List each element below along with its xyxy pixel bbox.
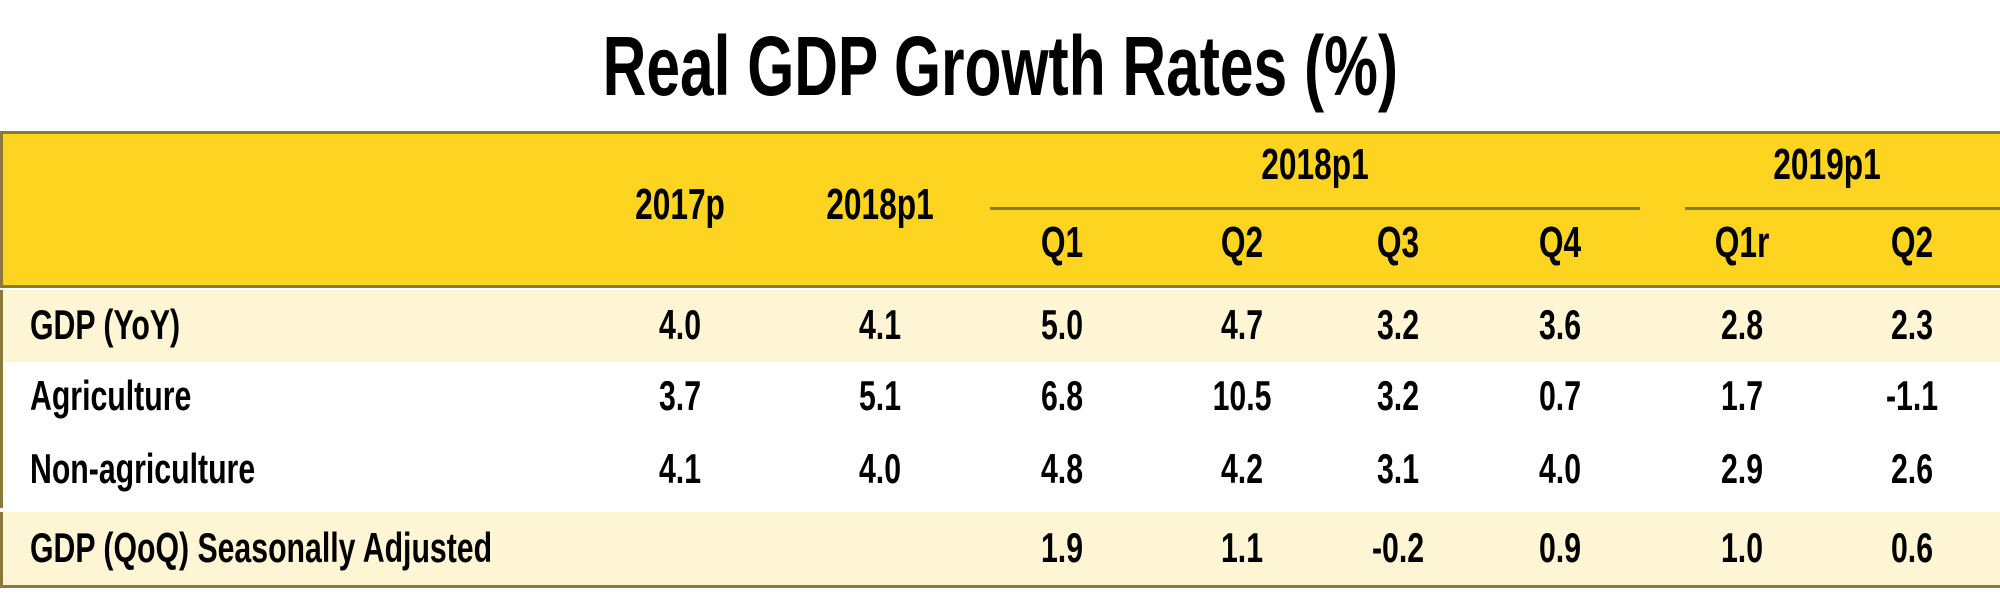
table-cell: 2.3 xyxy=(1890,301,1934,348)
row-band xyxy=(0,362,2000,432)
bottom-rule xyxy=(0,585,2000,588)
table-cell: 3.6 xyxy=(1538,301,1582,348)
table-cell: 5.0 xyxy=(1040,301,1084,348)
table-cell: 4.0 xyxy=(1538,445,1582,492)
table-cell: 5.1 xyxy=(858,372,902,419)
table-cell: 0.9 xyxy=(1538,523,1582,571)
column-header: Q1 xyxy=(1040,218,1084,267)
table-cell: 3.1 xyxy=(1376,445,1420,492)
column-header: Q1r xyxy=(1714,218,1770,267)
table-cell: 2.9 xyxy=(1720,445,1764,492)
table-cell: 2.8 xyxy=(1720,301,1764,348)
table-cell: 0.7 xyxy=(1538,372,1582,419)
row-label: Agriculture xyxy=(30,372,192,419)
table-cell: 4.2 xyxy=(1220,445,1264,492)
group-underline xyxy=(1685,207,2000,210)
table-cell: 1.9 xyxy=(1040,523,1084,571)
table-cell: -1.1 xyxy=(1885,372,1939,419)
table-cell: 4.0 xyxy=(658,301,702,348)
row-label: GDP (YoY) xyxy=(30,301,181,348)
column-header: Q3 xyxy=(1376,218,1420,267)
row-label: Non-agriculture xyxy=(30,445,256,492)
table-cell: 3.7 xyxy=(658,372,702,419)
group-underline xyxy=(990,207,1640,210)
table-cell: 4.0 xyxy=(858,445,902,492)
row-band xyxy=(0,290,2000,362)
table-cell: 3.2 xyxy=(1376,372,1420,419)
column-header: Q2 xyxy=(1890,218,1934,267)
table-cell: 1.7 xyxy=(1720,372,1764,419)
column-header: Q2 xyxy=(1220,218,1264,267)
row-band xyxy=(0,432,2000,508)
table-cell: 4.1 xyxy=(658,445,702,492)
table-cell: 4.1 xyxy=(858,301,902,348)
column-header: Q4 xyxy=(1538,218,1582,267)
table-cell: 4.7 xyxy=(1220,301,1264,348)
column-header: 2018p1 xyxy=(826,180,934,229)
table-cell: 1.1 xyxy=(1220,523,1264,571)
column-group-header: 2019p1 xyxy=(1773,140,1881,189)
table-title: Real GDP Growth Rates (%) xyxy=(0,18,2000,115)
table-cell: 1.0 xyxy=(1720,523,1764,571)
table-cell: 2.6 xyxy=(1890,445,1934,492)
table-cell: -0.2 xyxy=(1371,523,1425,571)
column-header: 2017p xyxy=(635,180,725,229)
table-cell: 10.5 xyxy=(1212,372,1272,419)
row-label: GDP (QoQ) Seasonally Adjusted xyxy=(30,523,493,571)
table-cell: 6.8 xyxy=(1040,372,1084,419)
table-cell: 3.2 xyxy=(1376,301,1420,348)
column-group-header: 2018p1 xyxy=(1261,140,1369,189)
row-band xyxy=(0,512,2000,585)
table-cell: 4.8 xyxy=(1040,445,1084,492)
table-cell: 0.6 xyxy=(1890,523,1934,571)
title-text: Real GDP Growth Rates (%) xyxy=(602,19,1398,113)
